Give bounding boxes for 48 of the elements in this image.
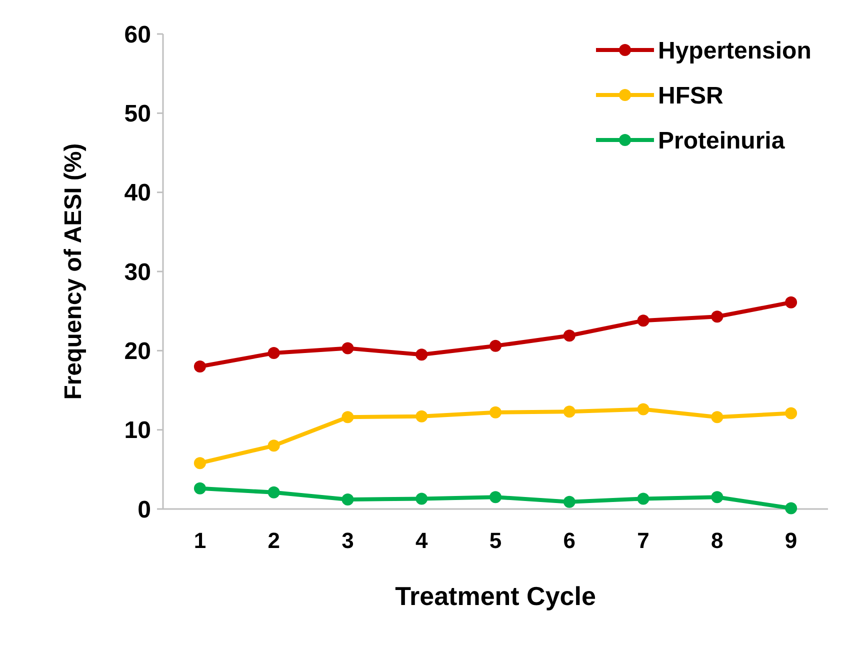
x-tick-label: 2 (268, 528, 280, 553)
x-tick-label: 3 (342, 528, 354, 553)
point (416, 410, 428, 422)
point (711, 310, 724, 323)
y-tick-label: 40 (124, 180, 151, 207)
point (194, 457, 206, 470)
x-tick-label: 1 (194, 528, 206, 553)
y-tick-label: 0 (138, 496, 151, 524)
point (785, 502, 798, 514)
y-tick-label: 10 (124, 417, 151, 444)
point (342, 342, 354, 354)
point (416, 348, 428, 361)
point (785, 407, 798, 420)
x-tick-label: 6 (563, 528, 576, 553)
point (268, 440, 280, 452)
point (490, 491, 502, 504)
y-tick-label: 30 (124, 258, 151, 286)
point (563, 330, 576, 342)
x-tick-label: 8 (711, 528, 724, 553)
point (563, 496, 576, 508)
point (194, 482, 206, 494)
point (637, 492, 650, 505)
point (711, 491, 724, 504)
point (342, 411, 354, 424)
point (268, 486, 280, 498)
point (342, 494, 354, 506)
x-tick-label: 4 (415, 528, 428, 553)
point (490, 340, 502, 352)
x-tick-label: 7 (637, 528, 650, 553)
point (416, 492, 428, 505)
x-tick-label: 9 (784, 528, 798, 553)
y-tick-label: 60 (124, 21, 151, 48)
point (637, 403, 650, 416)
legend-label: Hypertension (658, 37, 812, 64)
point (637, 314, 650, 327)
legend-label: HFSR (658, 82, 724, 110)
point (785, 296, 798, 308)
legend-label: Proteinuria (658, 127, 786, 154)
y-tick-label: 50 (124, 100, 151, 128)
point (490, 406, 502, 418)
x-axis-title: Treatment Cycle (395, 581, 596, 611)
point (194, 360, 206, 372)
y-axis-title: Frequency of AESI (%) (60, 143, 87, 400)
point (268, 347, 280, 360)
point (711, 411, 724, 424)
point (563, 406, 576, 418)
x-tick-label: 5 (489, 528, 502, 553)
y-tick-label: 20 (124, 338, 151, 366)
